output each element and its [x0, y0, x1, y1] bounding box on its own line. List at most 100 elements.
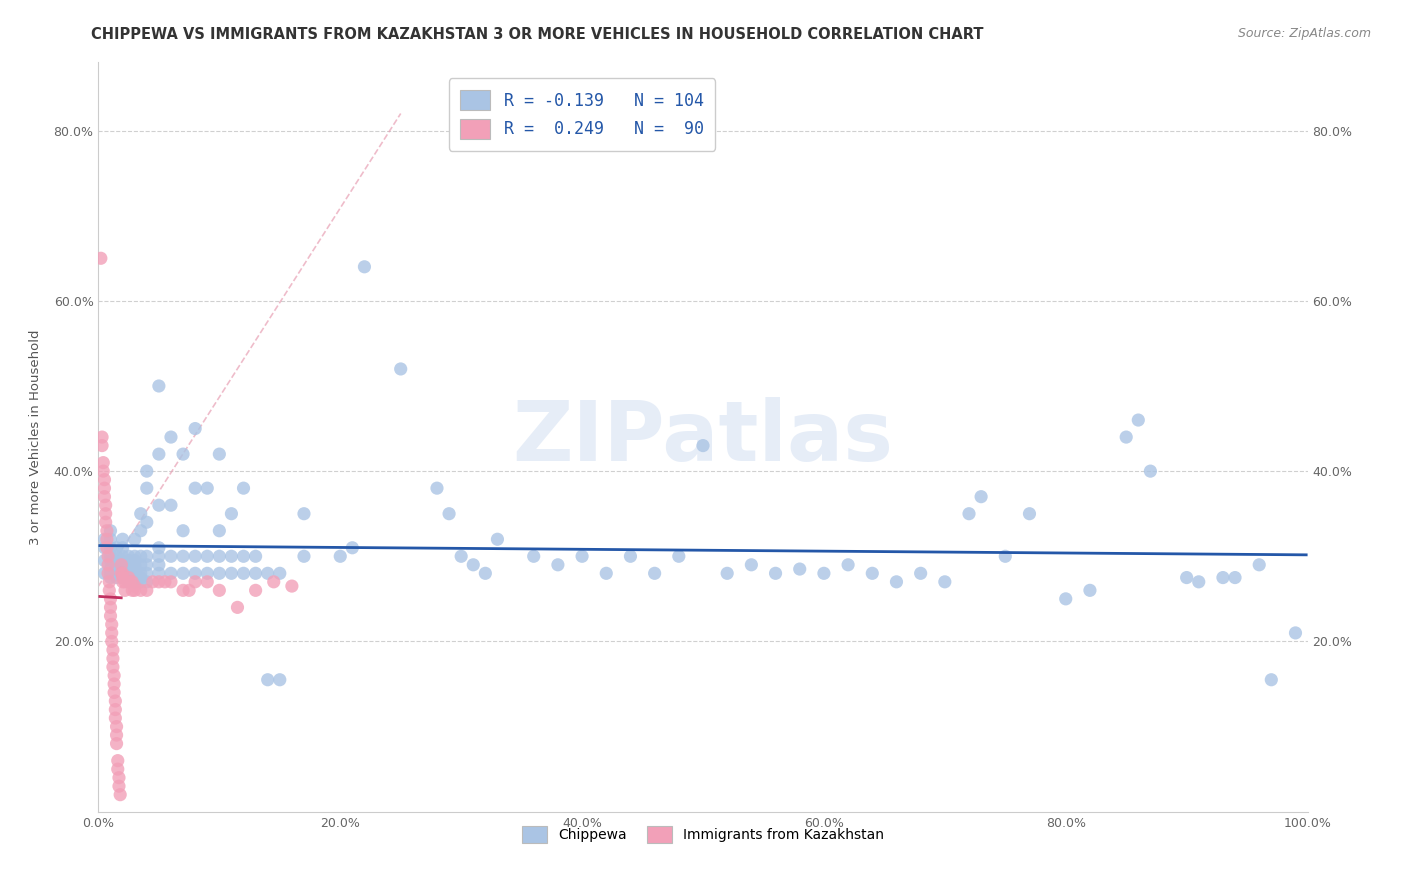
Point — [111, 553, 134, 567]
Point — [121, 583, 143, 598]
Point — [105, 566, 128, 581]
Point — [105, 737, 128, 751]
Point — [104, 711, 127, 725]
Point — [129, 571, 152, 585]
Point — [96, 533, 118, 547]
Point — [160, 498, 183, 512]
Point — [118, 571, 141, 585]
Point — [93, 473, 115, 487]
Point — [118, 574, 141, 589]
Point — [129, 566, 152, 581]
Point — [437, 507, 460, 521]
Point — [124, 553, 146, 567]
Point — [195, 574, 218, 589]
Point — [426, 481, 449, 495]
Point — [269, 566, 291, 581]
Text: ZIPatlas: ZIPatlas — [513, 397, 893, 477]
Point — [184, 481, 207, 495]
Point — [837, 558, 859, 572]
Point — [184, 574, 207, 589]
Point — [129, 507, 152, 521]
Point — [118, 553, 141, 567]
Point — [91, 456, 114, 470]
Point — [124, 583, 146, 598]
Y-axis label: 3 or more Vehicles in Household: 3 or more Vehicles in Household — [30, 329, 42, 545]
Point — [329, 549, 352, 564]
Point — [105, 720, 128, 734]
Point — [148, 498, 170, 512]
Point — [148, 574, 170, 589]
Point — [148, 558, 170, 572]
Point — [105, 541, 128, 555]
Point — [1223, 571, 1246, 585]
Point — [195, 549, 218, 564]
Point — [221, 566, 243, 581]
Point — [110, 558, 132, 572]
Point — [208, 447, 231, 461]
Point — [789, 562, 811, 576]
Point — [97, 566, 120, 581]
Point — [135, 558, 157, 572]
Point — [226, 600, 249, 615]
Point — [450, 549, 472, 564]
Point — [105, 553, 128, 567]
Point — [1284, 626, 1306, 640]
Point — [93, 481, 115, 495]
Point — [160, 566, 183, 581]
Point — [101, 651, 124, 665]
Point — [110, 566, 132, 581]
Point — [94, 507, 117, 521]
Point — [148, 549, 170, 564]
Text: CHIPPEWA VS IMMIGRANTS FROM KAZAKHSTAN 3 OR MORE VEHICLES IN HOUSEHOLD CORRELATI: CHIPPEWA VS IMMIGRANTS FROM KAZAKHSTAN 3… — [91, 27, 984, 42]
Point — [105, 728, 128, 742]
Point — [100, 562, 122, 576]
Point — [153, 574, 176, 589]
Point — [208, 583, 231, 598]
Legend: Chippewa, Immigrants from Kazakhstan: Chippewa, Immigrants from Kazakhstan — [515, 819, 891, 850]
Point — [1115, 430, 1137, 444]
Point — [96, 541, 118, 555]
Point — [716, 566, 738, 581]
Point — [595, 566, 617, 581]
Point — [1054, 591, 1077, 606]
Point — [94, 515, 117, 529]
Point — [135, 549, 157, 564]
Point — [118, 566, 141, 581]
Point — [232, 481, 254, 495]
Point — [208, 549, 231, 564]
Point — [970, 490, 993, 504]
Text: Source: ZipAtlas.com: Source: ZipAtlas.com — [1237, 27, 1371, 40]
Point — [103, 677, 125, 691]
Point — [644, 566, 666, 581]
Point — [100, 617, 122, 632]
Point — [232, 566, 254, 581]
Point — [91, 464, 114, 478]
Point — [111, 571, 134, 585]
Point — [124, 574, 146, 589]
Point — [100, 549, 122, 564]
Point — [256, 566, 278, 581]
Point — [100, 553, 122, 567]
Point — [124, 533, 146, 547]
Point — [135, 515, 157, 529]
Point — [105, 571, 128, 585]
Point — [118, 571, 141, 585]
Point — [245, 566, 267, 581]
Point — [111, 562, 134, 576]
Point — [100, 541, 122, 555]
Point — [160, 549, 183, 564]
Point — [124, 566, 146, 581]
Point — [105, 558, 128, 572]
Point — [100, 566, 122, 581]
Point — [886, 574, 908, 589]
Point — [129, 574, 152, 589]
Point — [101, 643, 124, 657]
Point — [107, 762, 129, 776]
Point — [90, 252, 112, 266]
Point — [93, 566, 115, 581]
Point — [129, 549, 152, 564]
Point — [100, 600, 122, 615]
Point — [108, 779, 131, 793]
Point — [114, 583, 136, 598]
Point — [160, 574, 183, 589]
